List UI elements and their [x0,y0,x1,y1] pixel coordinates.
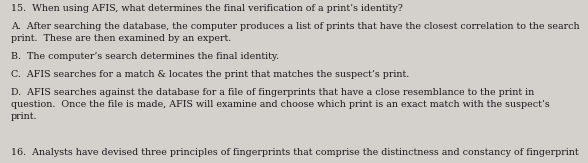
Text: 16.  Analysts have devised three principles of fingerprints that comprise the di: 16. Analysts have devised three principl… [11,148,578,157]
Text: C.  AFIS searches for a match & locates the print that matches the suspect’s pri: C. AFIS searches for a match & locates t… [11,70,409,79]
Text: 15.  When using AFIS, what determines the final verification of a print’s identi: 15. When using AFIS, what determines the… [11,4,402,13]
Text: B.  The computer’s search determines the final identity.: B. The computer’s search determines the … [11,52,279,61]
Text: question.  Once the file is made, AFIS will examine and choose which print is an: question. Once the file is made, AFIS wi… [11,100,549,109]
Text: print.: print. [11,112,37,121]
Text: D.  AFIS searches against the database for a file of fingerprints that have a cl: D. AFIS searches against the database fo… [11,88,534,97]
Text: print.  These are then examined by an expert.: print. These are then examined by an exp… [11,34,231,43]
Text: A.  After searching the database, the computer produces a list of prints that ha: A. After searching the database, the com… [11,22,579,31]
